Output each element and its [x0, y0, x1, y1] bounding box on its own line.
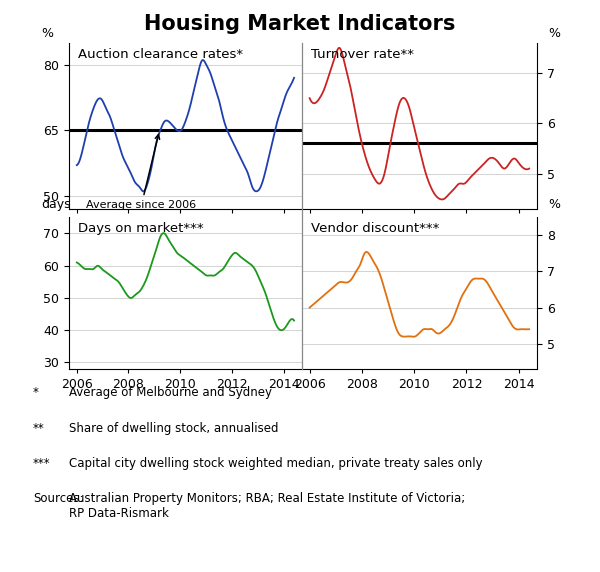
Text: %: %: [548, 198, 560, 211]
Text: %: %: [548, 26, 560, 39]
Text: Sources:: Sources:: [33, 492, 83, 506]
Text: Days on market***: Days on market***: [79, 222, 204, 235]
Text: **: **: [33, 422, 45, 435]
Text: Share of dwelling stock, annualised: Share of dwelling stock, annualised: [69, 422, 278, 435]
Text: ***: ***: [33, 457, 50, 470]
Text: days: days: [41, 198, 71, 211]
Text: Capital city dwelling stock weighted median, private treaty sales only: Capital city dwelling stock weighted med…: [69, 457, 482, 470]
Text: Turnover rate**: Turnover rate**: [311, 48, 414, 61]
Text: %: %: [41, 26, 53, 39]
Text: Australian Property Monitors; RBA; Real Estate Institute of Victoria;
RP Data-Ri: Australian Property Monitors; RBA; Real …: [69, 492, 465, 521]
Text: *: *: [33, 386, 39, 399]
Text: Vendor discount***: Vendor discount***: [311, 222, 440, 235]
Text: Housing Market Indicators: Housing Market Indicators: [145, 14, 455, 34]
Text: Auction clearance rates*: Auction clearance rates*: [79, 48, 244, 61]
Text: Average since 2006: Average since 2006: [86, 134, 196, 210]
Text: Average of Melbourne and Sydney: Average of Melbourne and Sydney: [69, 386, 272, 399]
